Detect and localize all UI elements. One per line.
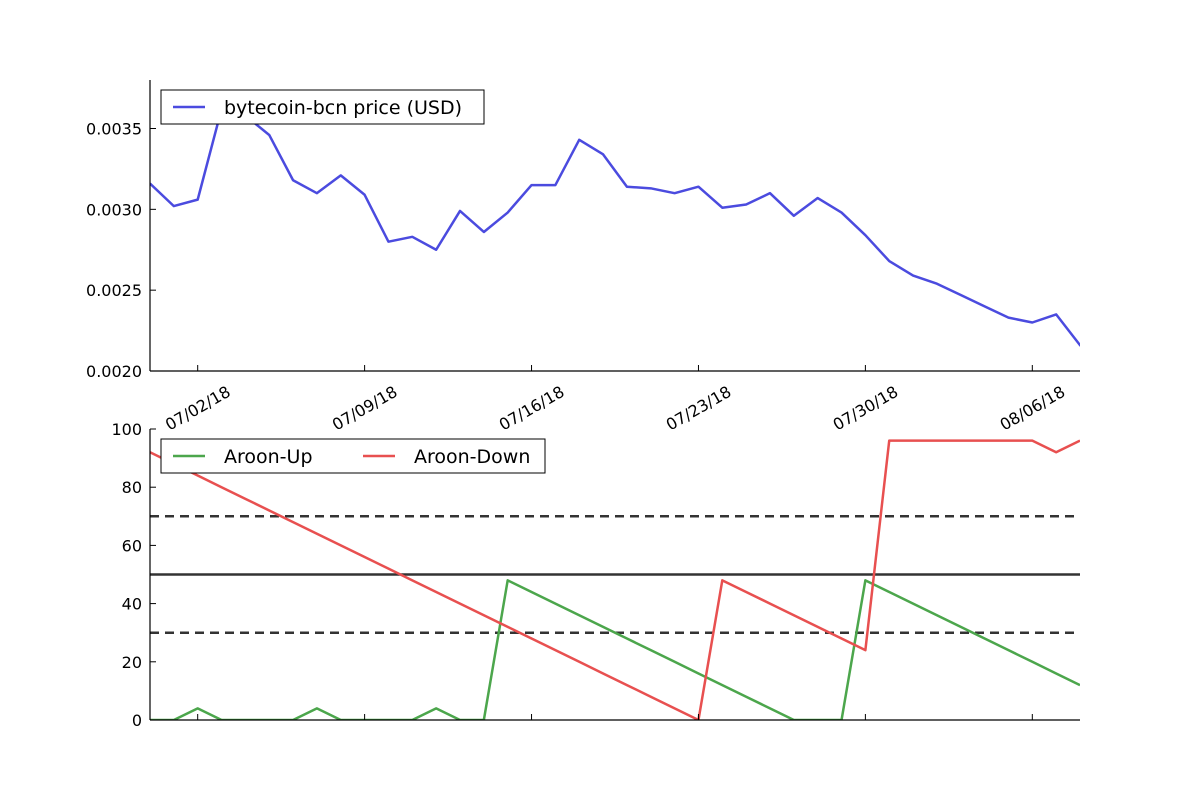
subplot-1: 0.0020 0.0025 0.0030 0.0035 07/02/18 07/09/18… <box>86 80 1080 434</box>
legend-box <box>160 89 485 125</box>
legend: bytecoin-bcn price (USD) <box>160 89 485 125</box>
legend-label: Aroon-Down <box>414 446 530 468</box>
x-tick-label: 07/16/18 <box>496 382 568 434</box>
y-tick-label: 0.0035 <box>86 120 142 139</box>
y-tick-label: 0.0020 <box>86 362 142 381</box>
y-tick-label: 100 <box>111 420 142 439</box>
y-tick-label: 0 <box>132 711 142 730</box>
legend-label: bytecoin-bcn price (USD) <box>224 97 462 119</box>
legend-label: Aroon-Up <box>224 446 313 468</box>
y-tick-label: 40 <box>122 595 142 614</box>
x-tick-label: 07/23/18 <box>663 382 735 434</box>
x-tick-label: 08/06/18 <box>997 382 1069 434</box>
x-tick-label: 07/30/18 <box>830 382 902 434</box>
y-tick-label: 80 <box>122 478 142 497</box>
x-tick-label: 07/02/18 <box>162 382 234 434</box>
series-line-aroon-down <box>150 439 1080 720</box>
series-line-aroon-up <box>150 579 1080 720</box>
y-tick-label: 60 <box>122 536 142 555</box>
y-tick-label: 0.0025 <box>86 281 142 300</box>
series-line-bytecoin-bcn-price-usd <box>150 107 1080 347</box>
subplot-2: 0 20 40 60 80 100 Aroon-Up Aroon-Down <box>111 420 1080 730</box>
y-tick-label: 20 <box>122 653 142 672</box>
legend: Aroon-Up Aroon-Down <box>160 438 546 474</box>
legend-box <box>160 438 546 474</box>
y-tick-label: 0.0030 <box>86 200 142 219</box>
x-tick-label: 07/09/18 <box>329 382 401 434</box>
